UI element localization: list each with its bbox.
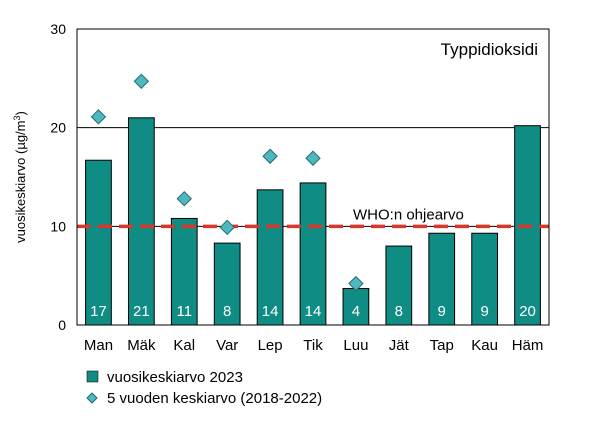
x-tick-label: Tap xyxy=(430,337,454,354)
y-tick-label: 0 xyxy=(58,317,66,333)
plot-frame xyxy=(76,28,550,326)
bar-value-labels: 17 21 11 8 14 14 4 8 9 9 20 xyxy=(90,303,536,320)
five-year-marker xyxy=(133,73,150,90)
five-year-markers xyxy=(90,73,364,292)
bar xyxy=(385,245,413,326)
bar-value-label: 21 xyxy=(133,303,150,320)
x-tick-label: Häm xyxy=(512,337,544,354)
five-year-marker xyxy=(219,219,235,236)
bar-value-label: 9 xyxy=(438,303,446,320)
bar xyxy=(213,242,241,326)
y-tick-label: 20 xyxy=(50,120,66,136)
bar xyxy=(428,232,456,326)
bar-value-label: 4 xyxy=(352,303,360,320)
bars xyxy=(85,117,541,326)
y-axis-label: vuosikeskiarvo (µg/m3) xyxy=(12,111,28,243)
who-guideline-label: WHO:n ohjearvo xyxy=(353,206,464,223)
bar xyxy=(170,217,198,326)
legend-marker-swatch xyxy=(86,392,98,404)
bar-value-label: 9 xyxy=(480,303,488,320)
y-tick-label: 30 xyxy=(50,21,66,37)
x-tick-label: Kal xyxy=(173,337,195,354)
bar-value-label: 20 xyxy=(519,303,536,320)
five-year-marker xyxy=(305,150,321,166)
y-axis-ticks: 0 10 20 30 xyxy=(50,21,66,333)
five-year-marker xyxy=(348,275,364,292)
bar-value-label: 8 xyxy=(395,303,403,320)
bar-value-label: 14 xyxy=(262,303,279,320)
legend-marker-label: 5 vuoden keskiarvo (2018-2022) xyxy=(107,390,322,407)
x-tick-label: Var xyxy=(216,337,238,354)
bar-value-label: 14 xyxy=(305,303,322,320)
bar-value-label: 11 xyxy=(176,303,192,320)
five-year-marker xyxy=(176,190,192,207)
bar-value-label: 8 xyxy=(223,303,231,320)
legend-bar-swatch xyxy=(86,370,99,383)
y-tick-label: 10 xyxy=(50,218,66,234)
who-guideline: WHO:n ohjearvo xyxy=(77,206,549,229)
legend: vuosikeskiarvo 2023 5 vuoden keskiarvo (… xyxy=(86,369,322,407)
x-tick-label: Lep xyxy=(258,337,283,354)
bar xyxy=(256,189,284,326)
bar xyxy=(299,182,327,326)
x-tick-label: Tik xyxy=(303,337,323,354)
bar-value-label: 17 xyxy=(90,303,107,320)
legend-bar-label: vuosikeskiarvo 2023 xyxy=(107,369,243,386)
x-tick-label: Man xyxy=(84,337,113,354)
x-tick-label: Luu xyxy=(343,337,368,354)
x-tick-label: Kau xyxy=(471,337,498,354)
x-tick-label: Mäk xyxy=(127,337,156,354)
chart-title: Typpidioksidi xyxy=(441,40,538,59)
x-tick-label: Jät xyxy=(389,337,410,354)
bar xyxy=(85,159,112,326)
bar xyxy=(127,117,155,326)
five-year-marker xyxy=(90,109,107,125)
five-year-marker xyxy=(262,148,278,164)
x-axis-ticks: Man Mäk Kal Var Lep Tik Luu Jät Tap Kau Häm xyxy=(84,337,544,354)
